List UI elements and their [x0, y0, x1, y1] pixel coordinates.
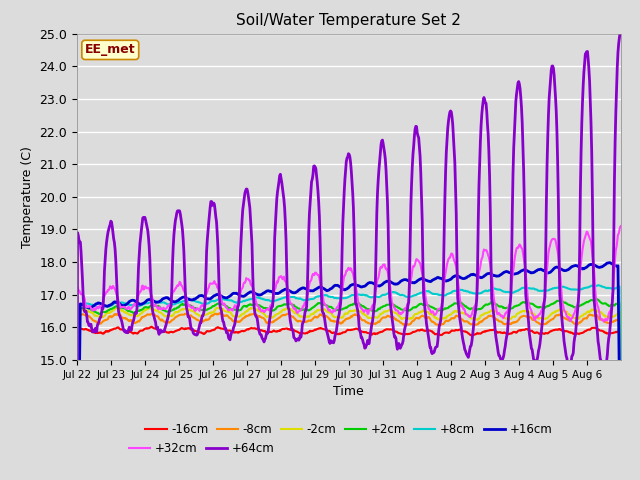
+64cm	[284, 305, 292, 311]
-16cm	[617, 456, 625, 462]
+32cm	[405, 296, 413, 302]
-8cm	[436, 323, 444, 328]
Line: +2cm: +2cm	[77, 299, 621, 480]
+64cm	[616, 29, 624, 35]
+64cm	[237, 246, 244, 252]
-8cm	[264, 319, 272, 325]
Y-axis label: Temperature (C): Temperature (C)	[20, 146, 34, 248]
-2cm	[137, 311, 145, 317]
-2cm	[436, 316, 444, 322]
-2cm	[285, 306, 292, 312]
+8cm	[137, 302, 145, 308]
-2cm	[617, 444, 625, 449]
+32cm	[617, 223, 625, 229]
Text: EE_met: EE_met	[85, 43, 136, 56]
+16cm	[264, 288, 271, 294]
+2cm	[137, 308, 145, 313]
+64cm	[137, 234, 145, 240]
-8cm	[237, 318, 245, 324]
+2cm	[405, 307, 413, 313]
+16cm	[284, 287, 292, 293]
+32cm	[237, 289, 244, 295]
-8cm	[216, 310, 224, 316]
+2cm	[284, 300, 292, 306]
+16cm	[405, 278, 413, 284]
Title: Soil/Water Temperature Set 2: Soil/Water Temperature Set 2	[236, 13, 461, 28]
-8cm	[406, 322, 413, 327]
Line: +8cm: +8cm	[77, 285, 621, 480]
Legend: +32cm, +64cm: +32cm, +64cm	[124, 438, 280, 460]
+8cm	[405, 294, 413, 300]
+8cm	[595, 282, 603, 288]
+2cm	[435, 307, 443, 312]
+32cm	[284, 288, 292, 293]
+8cm	[284, 294, 292, 300]
+2cm	[264, 306, 271, 312]
+64cm	[617, 31, 625, 36]
+2cm	[237, 307, 244, 313]
Line: +16cm: +16cm	[77, 263, 621, 480]
-16cm	[147, 324, 155, 330]
-16cm	[237, 328, 245, 334]
+32cm	[137, 288, 145, 294]
-8cm	[285, 311, 292, 317]
-16cm	[436, 332, 444, 338]
+8cm	[264, 297, 271, 303]
+64cm	[435, 324, 443, 329]
+64cm	[264, 330, 271, 336]
+8cm	[617, 471, 625, 477]
-2cm	[237, 312, 245, 317]
-16cm	[137, 328, 145, 334]
+8cm	[237, 299, 244, 305]
+16cm	[435, 275, 443, 281]
-8cm	[617, 447, 625, 453]
-16cm	[264, 329, 272, 335]
-16cm	[406, 331, 413, 337]
+16cm	[237, 293, 244, 299]
Line: +32cm: +32cm	[77, 226, 621, 480]
Line: -16cm: -16cm	[77, 327, 621, 480]
+64cm	[405, 299, 413, 305]
+16cm	[137, 301, 145, 307]
-2cm	[406, 316, 413, 322]
+16cm	[605, 260, 613, 265]
Line: -2cm: -2cm	[77, 308, 621, 480]
Line: +64cm: +64cm	[77, 32, 621, 480]
+32cm	[264, 306, 271, 312]
-2cm	[214, 305, 222, 311]
X-axis label: Time: Time	[333, 385, 364, 398]
+8cm	[435, 292, 443, 298]
-8cm	[137, 317, 145, 323]
Line: -8cm: -8cm	[77, 313, 621, 480]
+2cm	[593, 296, 600, 302]
+32cm	[435, 306, 443, 312]
-2cm	[264, 313, 272, 319]
-16cm	[285, 326, 292, 332]
